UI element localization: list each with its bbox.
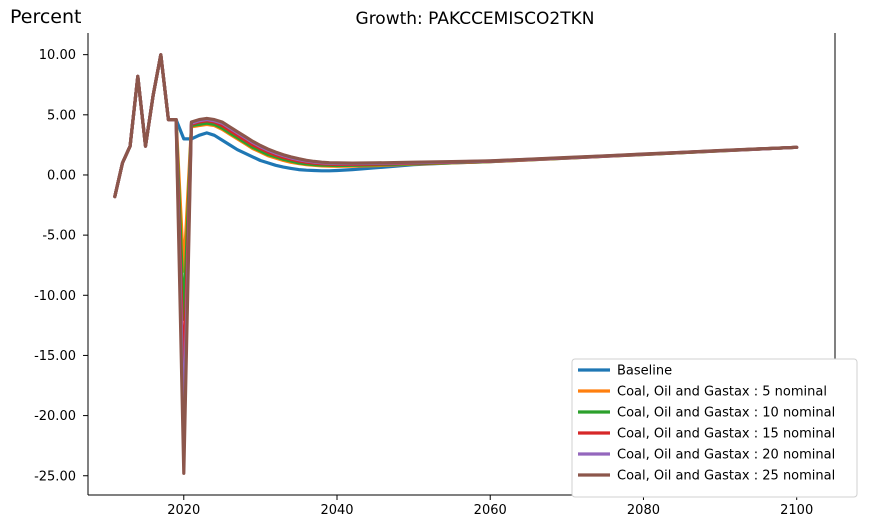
series-lines: [113, 53, 799, 475]
legend-label-1: Coal, Oil and Gastax : 5 nominal: [617, 385, 827, 400]
y-axis-label: Percent: [10, 6, 82, 28]
y-tick-label: 0.00: [47, 168, 76, 183]
y-tick-label: -5.00: [42, 229, 76, 244]
series-line-3: [113, 53, 799, 382]
y-tick-label: 5.00: [47, 108, 76, 123]
legend-label-3: Coal, Oil and Gastax : 15 nominal: [617, 427, 835, 442]
y-tick-label: -20.00: [34, 409, 76, 424]
legend-box: [571, 358, 858, 498]
y-tick-label: -15.00: [34, 349, 76, 364]
series-line-5: [113, 53, 799, 475]
legend-label-2: Coal, Oil and Gastax : 10 nominal: [617, 406, 835, 421]
legend: Baseline Coal, Oil and Gastax : 5 nominal…: [571, 358, 858, 498]
x-tick-label: 2040: [320, 503, 353, 518]
legend-label-5: Coal, Oil and Gastax : 25 nominal: [617, 469, 835, 484]
series-line-2: [113, 53, 799, 321]
x-tick-label: 2060: [474, 503, 507, 518]
y-tick-label: 10.00: [39, 48, 76, 63]
x-tick-label: 2100: [780, 503, 813, 518]
x-tick-label: 2080: [627, 503, 660, 518]
axes: 2020 2040 2060 2080 2100 10.00 5.00 0.00 -5.00 -1…: [34, 33, 836, 518]
legend-label-4: Coal, Oil and Gastax : 20 nominal: [617, 448, 835, 463]
legend-label-0: Baseline: [617, 364, 672, 379]
y-tick-label: -10.00: [34, 289, 76, 304]
y-tick-label: -25.00: [34, 469, 76, 484]
chart-title: Growth: PAKCCEMISCO2TKN: [356, 9, 595, 29]
x-tick-label: 2020: [167, 503, 200, 518]
